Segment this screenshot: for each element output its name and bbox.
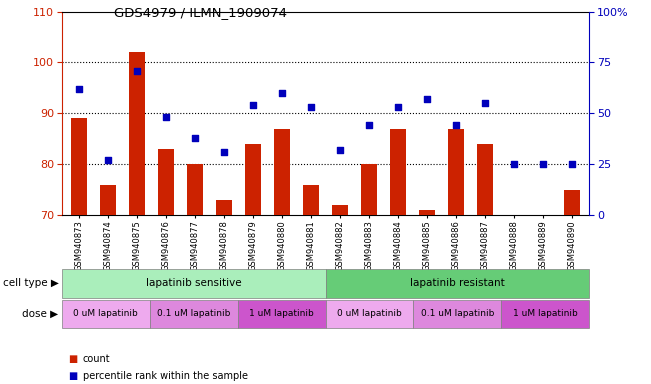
Point <box>393 104 403 110</box>
Text: ■: ■ <box>68 354 77 364</box>
Bar <box>390 129 406 215</box>
Bar <box>150 300 238 328</box>
Text: GDS4979 / ILMN_1909074: GDS4979 / ILMN_1909074 <box>114 6 287 19</box>
Point <box>132 68 143 74</box>
Bar <box>71 118 87 215</box>
Point <box>450 122 461 129</box>
Text: count: count <box>83 354 110 364</box>
Text: 0.1 uM lapatinib: 0.1 uM lapatinib <box>421 310 494 318</box>
Point <box>219 149 229 155</box>
Text: dose ▶: dose ▶ <box>23 309 59 319</box>
Text: 1 uM lapatinib: 1 uM lapatinib <box>249 310 314 318</box>
Point <box>74 86 85 92</box>
Text: lapatinib resistant: lapatinib resistant <box>410 278 505 288</box>
Bar <box>238 300 326 328</box>
Point <box>161 114 171 121</box>
Point <box>364 122 374 129</box>
Bar <box>477 144 493 215</box>
Bar <box>129 52 145 215</box>
Bar <box>100 184 116 215</box>
Text: 0 uM lapatinib: 0 uM lapatinib <box>337 310 402 318</box>
Point <box>248 102 258 108</box>
Bar <box>326 269 589 298</box>
Text: 1 uM lapatinib: 1 uM lapatinib <box>513 310 577 318</box>
Bar <box>564 190 580 215</box>
Bar <box>448 129 464 215</box>
Text: 0 uM lapatinib: 0 uM lapatinib <box>74 310 138 318</box>
Bar <box>332 205 348 215</box>
Bar <box>62 300 150 328</box>
Text: percentile rank within the sample: percentile rank within the sample <box>83 371 247 381</box>
Text: cell type ▶: cell type ▶ <box>3 278 59 288</box>
Text: 0.1 uM lapatinib: 0.1 uM lapatinib <box>157 310 230 318</box>
Bar <box>326 300 413 328</box>
Point <box>480 100 490 106</box>
Text: ■: ■ <box>68 371 77 381</box>
Bar <box>419 210 435 215</box>
Point <box>566 161 577 167</box>
Point <box>335 147 345 153</box>
Bar <box>501 300 589 328</box>
Bar <box>303 184 319 215</box>
Point <box>277 90 287 96</box>
Point <box>422 96 432 102</box>
Bar <box>187 164 203 215</box>
Bar <box>62 269 326 298</box>
Point <box>538 161 548 167</box>
Point <box>306 104 316 110</box>
Point <box>190 135 201 141</box>
Bar <box>158 149 174 215</box>
Bar <box>274 129 290 215</box>
Point <box>508 161 519 167</box>
Bar <box>216 200 232 215</box>
Bar <box>361 164 377 215</box>
Bar <box>245 144 261 215</box>
Point <box>103 157 113 163</box>
Bar <box>413 300 501 328</box>
Text: lapatinib sensitive: lapatinib sensitive <box>146 278 242 288</box>
